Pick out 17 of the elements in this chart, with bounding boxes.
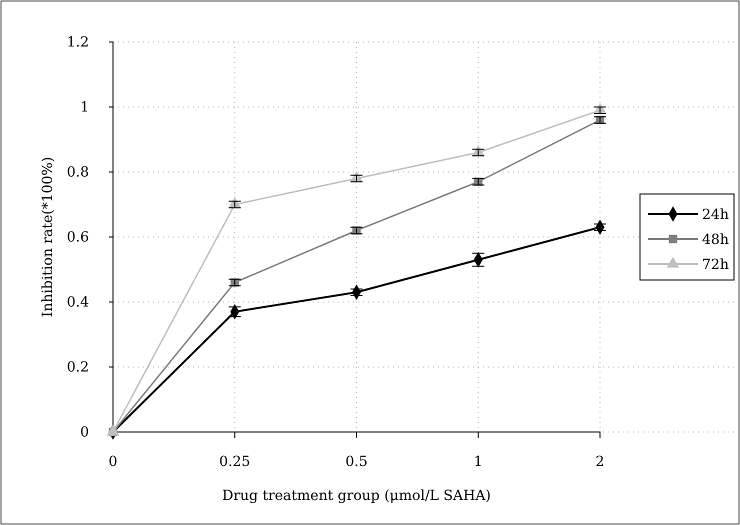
x-tick-label: 0 bbox=[108, 454, 118, 470]
y-tick-label: 0.4 bbox=[66, 294, 90, 310]
y-tick-label: 0.2 bbox=[66, 359, 89, 376]
x-tick-label: 0.25 bbox=[219, 454, 250, 470]
y-tick-label: 1.2 bbox=[66, 34, 89, 50]
legend-label: 24h bbox=[702, 207, 729, 223]
y-tick-label: 0.6 bbox=[66, 229, 90, 246]
y-tick-label: 0 bbox=[80, 424, 89, 440]
y-tick-label: 1 bbox=[80, 99, 89, 116]
legend-label: 72h bbox=[702, 257, 729, 273]
x-tick-label: 1 bbox=[474, 454, 483, 470]
legend-label: 48h bbox=[702, 232, 729, 248]
y-tick-label: 0.8 bbox=[66, 164, 89, 180]
x-axis-title: Drug treatment group (μmol/L SAHA) bbox=[222, 488, 491, 504]
x-tick-label: 2 bbox=[596, 454, 604, 470]
y-axis-title: Inhibition rate(*100%) bbox=[40, 156, 56, 318]
x-tick-label: 0.5 bbox=[345, 454, 368, 470]
